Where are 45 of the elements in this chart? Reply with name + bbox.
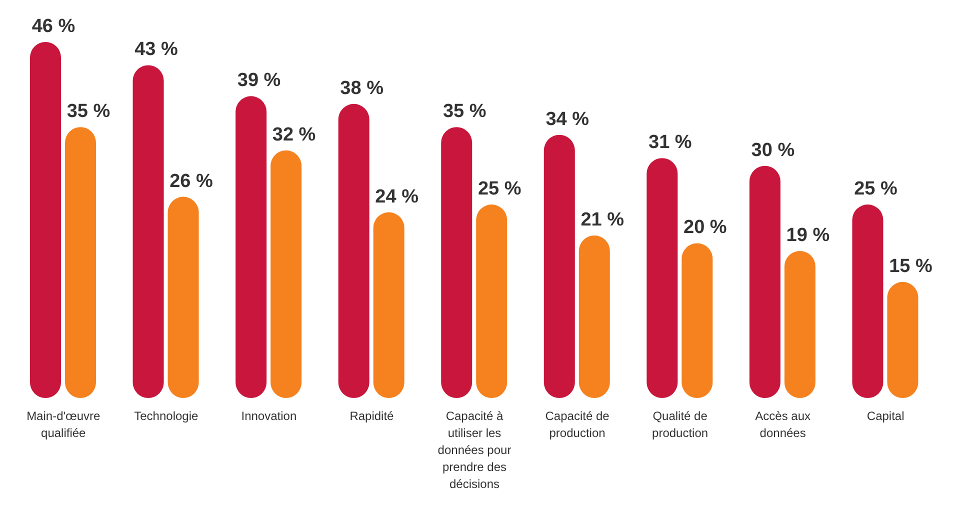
bar [270,150,302,398]
bar [646,158,678,398]
bar [65,127,96,398]
data-label: 38 % [340,78,384,99]
data-label: 46 % [32,16,76,37]
data-label: 26 % [170,170,214,192]
data-label: 24 % [375,186,419,208]
data-label: 35 % [66,101,110,122]
data-label: 25 % [854,178,898,200]
bar [132,65,164,398]
data-label: 30 % [751,140,795,161]
data-label: 39 % [237,70,281,92]
data-label: 25 % [478,178,522,200]
data-label: 43 % [134,39,178,60]
x-tick-label: Innovation [241,409,297,423]
x-tick-label: Qualité de production [652,409,708,440]
data-label: 19 % [786,224,830,246]
bar [476,204,508,398]
x-tick-label: Capital [866,409,904,423]
bar [236,96,267,398]
data-label: 31 % [648,132,692,154]
bar [338,104,370,398]
bar [784,250,816,398]
bar [30,42,61,398]
bar [887,282,918,398]
data-label: 34 % [546,108,590,130]
bar [441,127,472,398]
data-label: 32 % [272,124,316,146]
x-tick-label: Capacité à utiliser les données pour prendre des décisions [438,409,512,491]
bar [373,212,404,398]
x-tick-label: Accès aux données [755,409,811,440]
x-tick-label: Capacité de production [545,409,610,440]
x-tick-label: Main-d'œuvre qualifiée [26,409,101,440]
bar [544,134,575,398]
bar [852,204,884,398]
bar [168,196,199,398]
data-label: 21 % [580,209,624,230]
bar [578,235,610,398]
data-label: 15 % [889,256,932,277]
bar [749,166,780,398]
x-tick-label: Rapidité [350,409,394,423]
data-label: 35 % [442,101,486,122]
data-label: 20 % [684,217,727,238]
bar [682,243,713,398]
x-tick-label: Technologie [134,409,199,423]
